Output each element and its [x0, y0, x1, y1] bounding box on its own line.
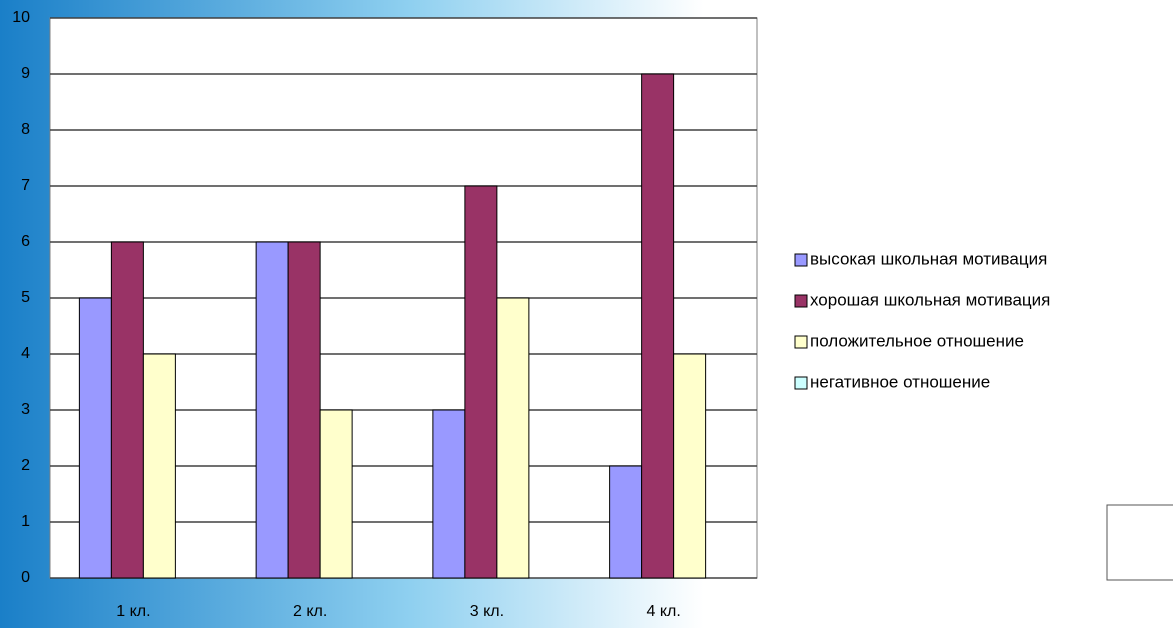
- decor-box: [1106, 504, 1173, 581]
- legend-label: высокая школьная мотивация: [810, 249, 1047, 268]
- bar: [319, 409, 353, 579]
- y-tick-label: 7: [21, 177, 30, 194]
- y-tick-label: 1: [21, 513, 30, 530]
- legend-swatch: [794, 376, 808, 390]
- bar: [609, 465, 643, 579]
- y-tick-label: 0: [21, 569, 30, 586]
- bar: [110, 241, 144, 579]
- y-tick-label: 2: [21, 457, 30, 474]
- y-tick-label: 8: [21, 121, 30, 138]
- bar: [464, 185, 498, 579]
- y-tick-label: 10: [12, 9, 30, 26]
- bar: [287, 241, 321, 579]
- legend-swatch: [794, 253, 808, 267]
- bar: [78, 297, 112, 579]
- y-tick-label: 5: [21, 289, 30, 306]
- legend: высокая школьная мотивация хорошая школьн…: [794, 249, 1050, 391]
- bar: [641, 73, 675, 579]
- bar: [432, 409, 466, 579]
- legend-swatch: [794, 335, 808, 349]
- y-tick-label: 9: [21, 65, 30, 82]
- bar: [673, 353, 707, 579]
- bar: [142, 353, 176, 579]
- x-tick-label: 1 кл.: [116, 603, 150, 620]
- y-tick-label: 4: [21, 345, 30, 362]
- bar: [496, 297, 530, 579]
- legend-swatch: [794, 294, 808, 308]
- legend-label: негативное отношение: [810, 372, 990, 391]
- bar: [255, 241, 289, 579]
- legend-label: положительное отношение: [810, 331, 1024, 350]
- x-tick-label: 2 кл.: [293, 603, 327, 620]
- x-tick-label: 3 кл.: [470, 603, 504, 620]
- y-tick-label: 6: [21, 233, 30, 250]
- y-tick-label: 3: [21, 401, 30, 418]
- legend-label: хорошая школьная мотивация: [810, 290, 1050, 309]
- x-tick-label: 4 кл.: [646, 603, 680, 620]
